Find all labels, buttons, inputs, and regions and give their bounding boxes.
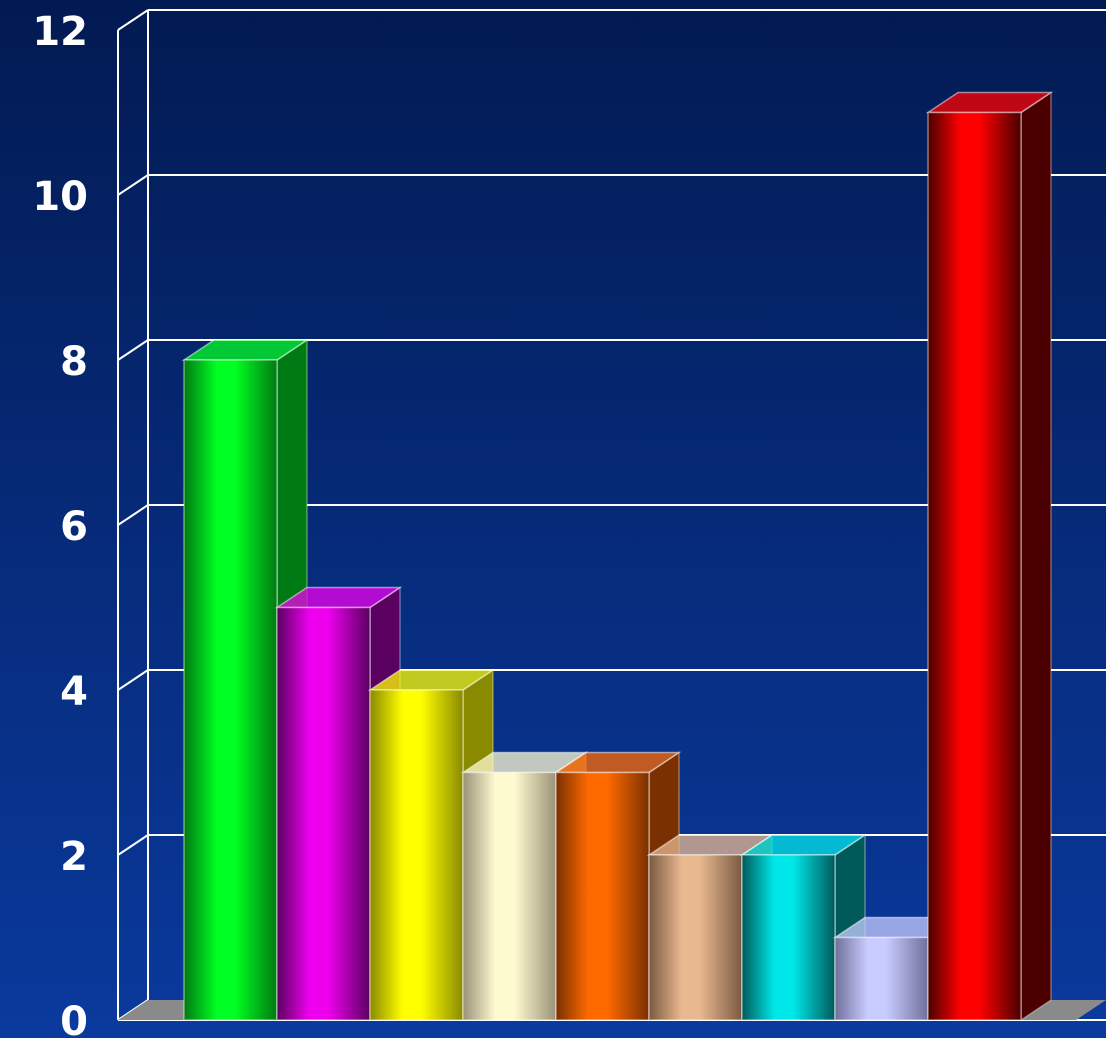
bar-front [276,606,371,1021]
y-axis-tick [117,504,149,526]
bar [925,91,1054,1022]
y-tick-label: 8 [60,339,88,385]
bar-front [927,111,1022,1021]
bar-front [462,771,557,1021]
bar-front [834,936,929,1021]
y-tick-label: 10 [32,174,88,220]
bar-front [183,359,278,1021]
y-tick-label: 2 [60,834,88,880]
y-axis-tick [117,339,149,361]
y-tick-labels: 0 2 4 6 8 10 12 [32,9,88,1038]
bar-side [1020,91,1052,1022]
bar-front [369,689,464,1021]
bar-front [741,854,836,1021]
y-axis-tick [117,669,149,691]
y-axis-tick [117,834,149,856]
y-axis-tick [117,174,149,196]
y-tick-label: 0 [60,999,88,1038]
y-axis-tick [117,9,149,31]
bar-front [555,771,650,1021]
bars [181,91,1054,1022]
y-tick-label: 4 [60,669,88,715]
bar-front [648,854,743,1021]
y-tick-label: 6 [60,504,88,550]
y-tick-label: 12 [32,9,88,55]
